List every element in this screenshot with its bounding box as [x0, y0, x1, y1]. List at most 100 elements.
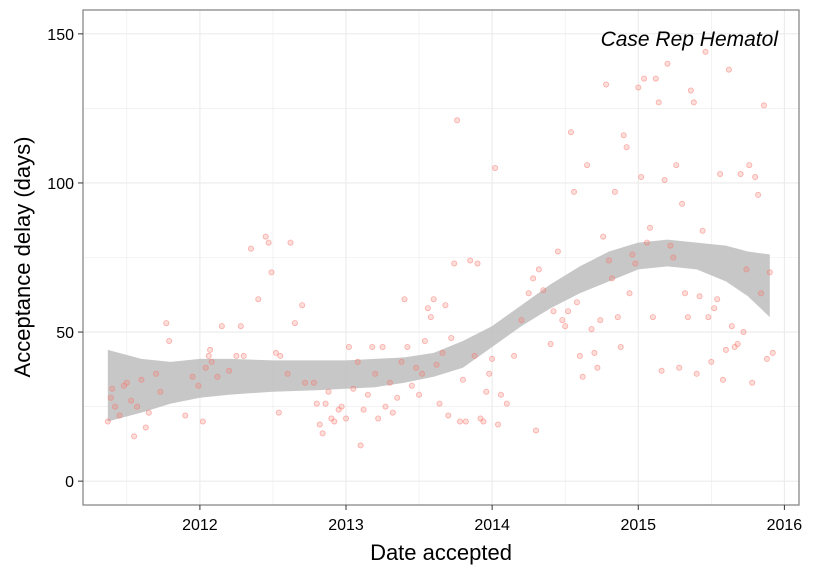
data-point	[372, 370, 379, 377]
data-point	[690, 99, 697, 106]
data-point	[299, 302, 306, 309]
data-point	[398, 358, 405, 365]
data-point	[547, 340, 554, 347]
data-point	[237, 323, 244, 330]
data-point	[389, 409, 396, 416]
data-point	[456, 418, 463, 425]
data-point	[379, 343, 386, 350]
data-point	[649, 314, 656, 321]
data-point	[427, 314, 434, 321]
data-point	[603, 81, 610, 88]
data-point	[157, 388, 164, 395]
data-point	[268, 269, 275, 276]
data-point	[769, 349, 776, 356]
data-point	[550, 308, 557, 315]
data-point	[199, 418, 206, 425]
data-point	[462, 418, 469, 425]
smooth-confidence-band	[107, 239, 770, 422]
data-point	[454, 117, 461, 124]
data-point	[617, 343, 624, 350]
data-point	[641, 75, 648, 82]
x-tick-label: 2016	[767, 517, 803, 534]
data-point	[369, 343, 376, 350]
data-point	[104, 418, 111, 425]
data-point	[667, 242, 674, 249]
data-point	[325, 388, 332, 395]
data-point	[554, 248, 561, 255]
data-point	[755, 191, 762, 198]
data-point	[594, 364, 601, 371]
data-point	[766, 269, 773, 276]
data-point	[153, 370, 160, 377]
data-point	[530, 275, 537, 282]
data-point	[562, 323, 569, 330]
data-point	[638, 173, 645, 180]
data-point	[480, 418, 487, 425]
data-point	[207, 346, 214, 353]
data-point	[658, 367, 665, 374]
data-point	[758, 290, 765, 297]
data-point	[459, 376, 466, 383]
data-point	[652, 75, 659, 82]
data-point	[702, 48, 709, 55]
data-point	[131, 433, 138, 440]
smooth-band-layer	[107, 239, 770, 422]
data-point	[611, 188, 618, 195]
data-point	[272, 349, 279, 356]
x-tick-label: 2015	[620, 517, 656, 534]
x-tick-label: 2014	[474, 517, 510, 534]
data-point	[711, 305, 718, 312]
data-point	[626, 290, 633, 297]
data-point	[722, 346, 729, 353]
data-point	[205, 352, 212, 359]
data-point	[287, 239, 294, 246]
data-point	[404, 343, 411, 350]
data-point	[492, 164, 499, 171]
data-point	[316, 421, 323, 428]
data-point	[696, 293, 703, 300]
data-point	[708, 358, 715, 365]
data-point	[233, 352, 240, 359]
data-point	[202, 364, 209, 371]
data-point	[163, 320, 170, 327]
data-point	[568, 129, 575, 136]
data-point	[386, 379, 393, 386]
data-point	[467, 257, 474, 264]
data-point	[408, 382, 415, 389]
data-point	[600, 233, 607, 240]
data-point	[208, 358, 215, 365]
data-point	[606, 257, 613, 264]
data-point	[291, 320, 298, 327]
data-point	[623, 144, 630, 151]
data-point	[116, 412, 123, 419]
data-point	[743, 266, 750, 273]
data-point	[145, 409, 152, 416]
data-points	[104, 48, 776, 449]
data-point	[632, 260, 639, 267]
data-point	[620, 132, 627, 139]
x-axis-title: Date accepted	[370, 540, 512, 565]
x-tick-label: 2012	[182, 517, 218, 534]
data-point	[166, 337, 173, 344]
data-point	[134, 403, 141, 410]
data-point	[763, 355, 770, 362]
data-point	[275, 409, 282, 416]
data-point	[511, 352, 518, 359]
data-point	[740, 328, 747, 335]
data-point	[433, 361, 440, 368]
data-point	[576, 352, 583, 359]
data-point	[609, 275, 616, 282]
data-point	[364, 391, 371, 398]
data-point	[676, 364, 683, 371]
data-point	[360, 406, 367, 413]
data-point	[401, 296, 408, 303]
data-point	[746, 162, 753, 169]
data-point	[471, 352, 478, 359]
data-point	[559, 317, 566, 324]
data-point	[597, 317, 604, 324]
data-point	[535, 266, 542, 273]
data-point	[338, 403, 345, 410]
data-point	[262, 233, 269, 240]
data-point	[540, 287, 547, 294]
data-point	[284, 370, 291, 377]
